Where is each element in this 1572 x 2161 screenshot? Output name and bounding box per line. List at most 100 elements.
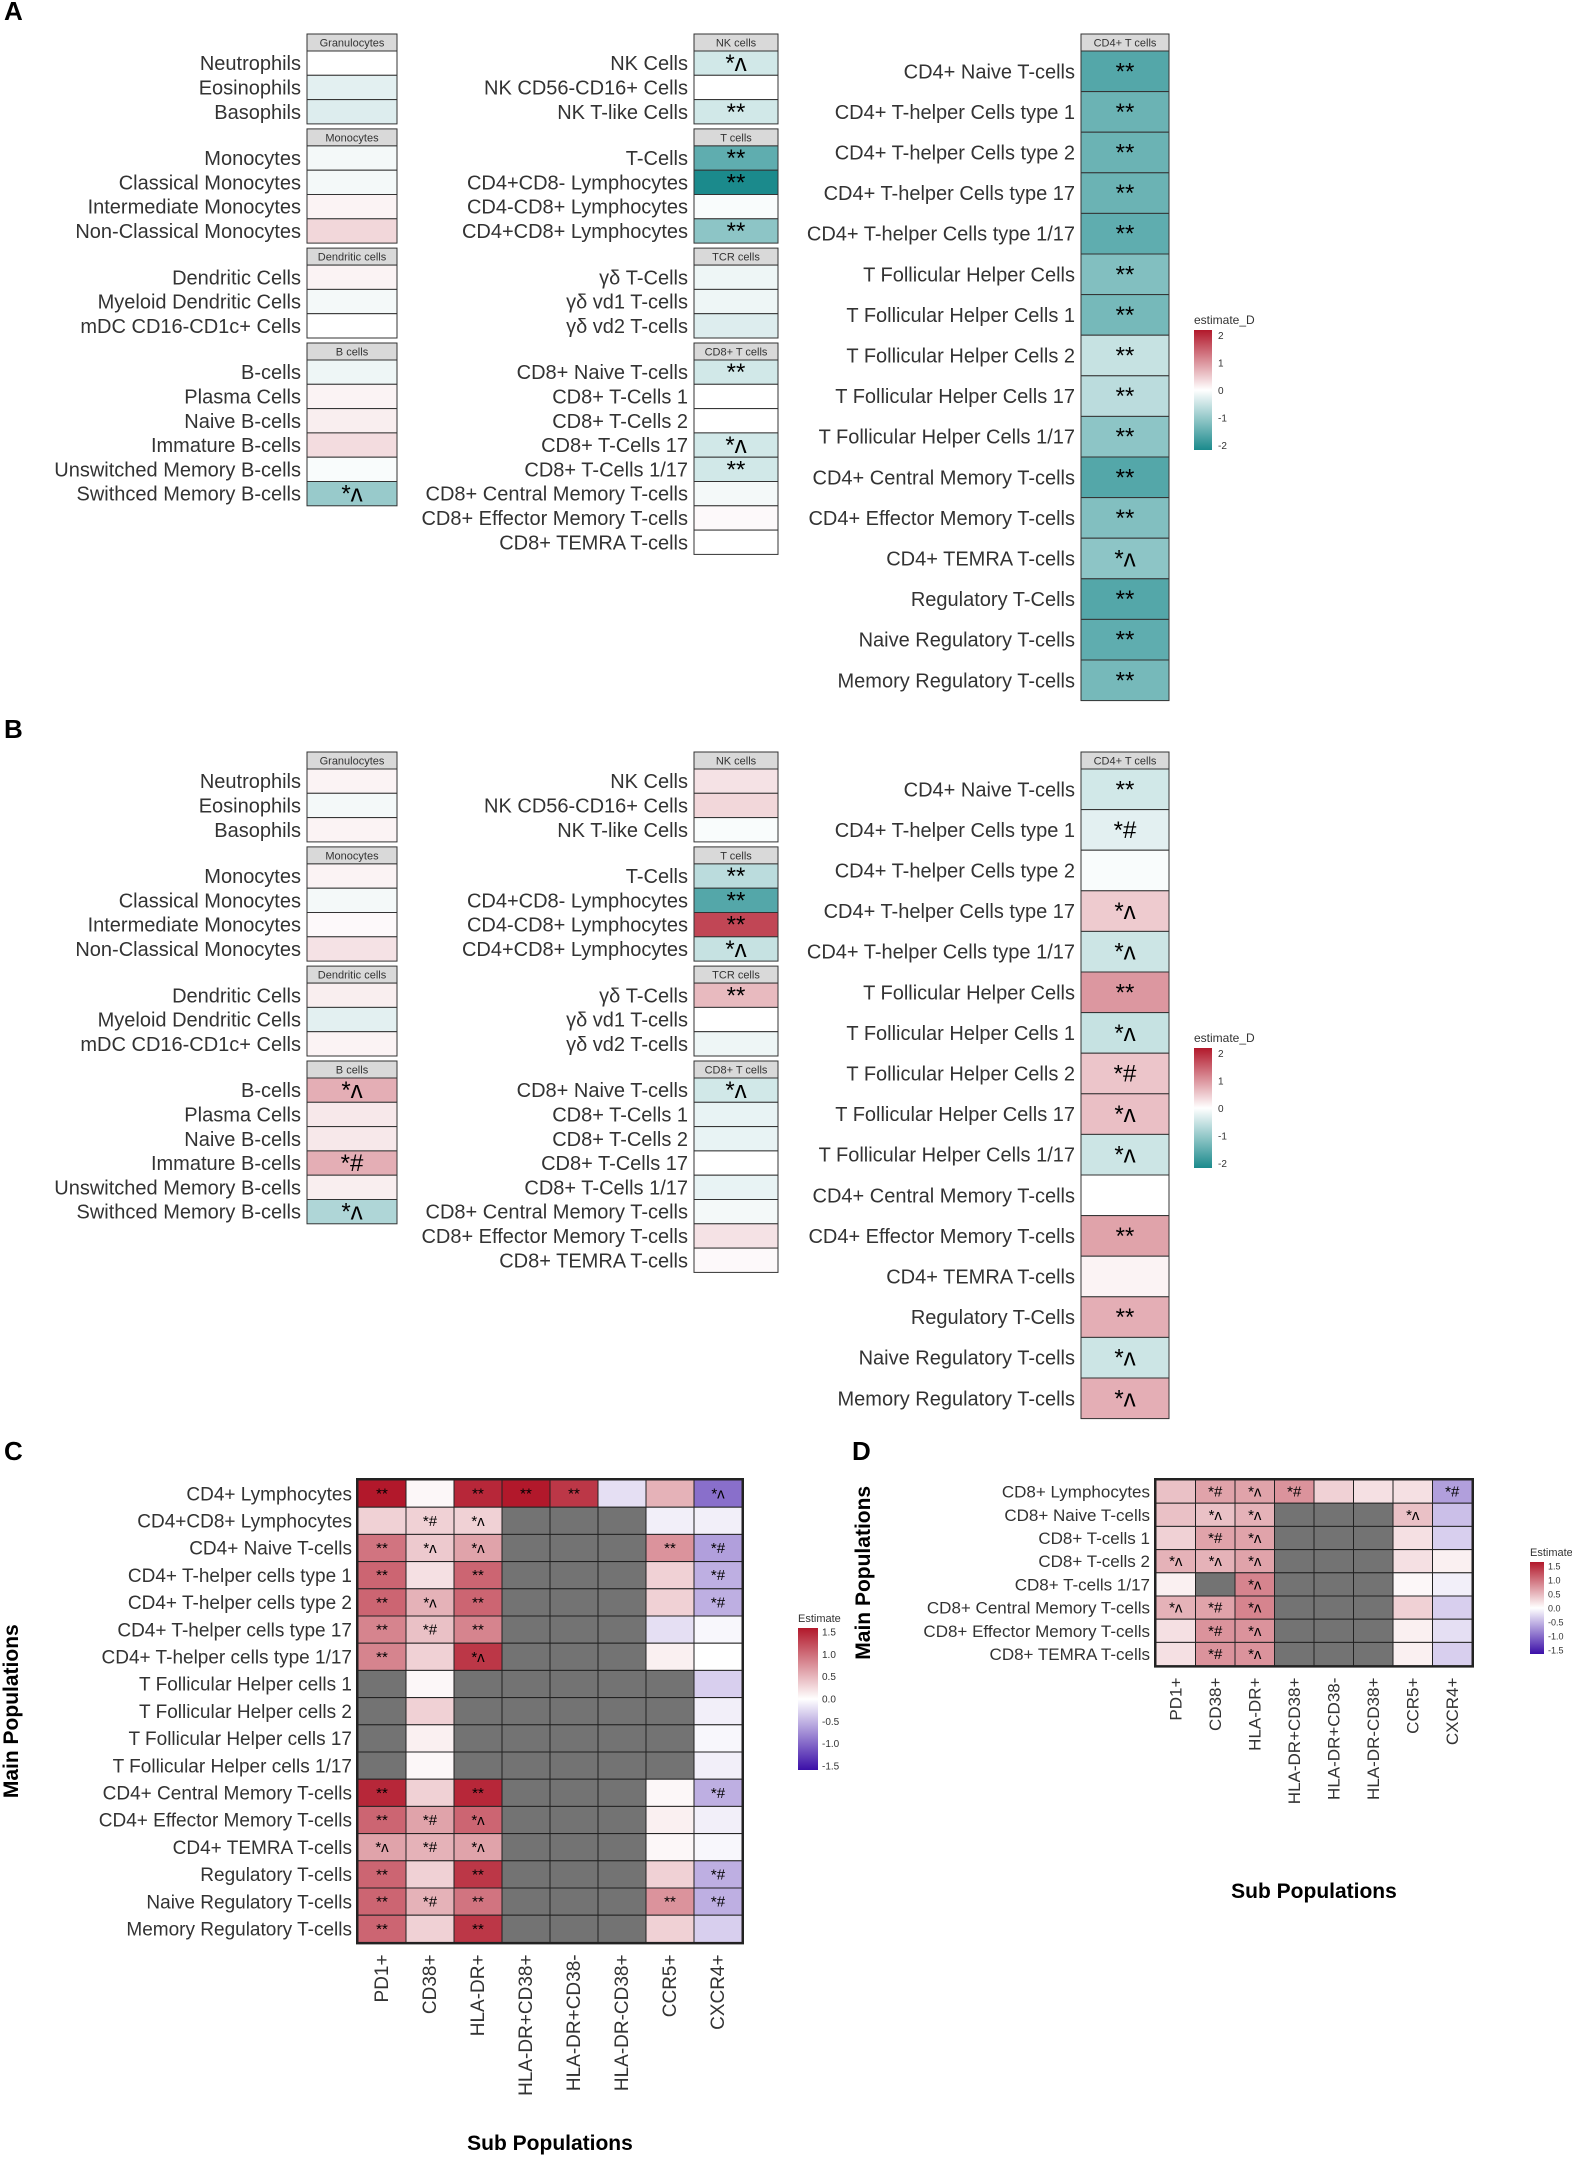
significance-mark: *ʌ [1248, 1530, 1262, 1547]
legend-colorbar [1194, 1048, 1212, 1168]
heat-cell [693, 264, 779, 290]
significance-mark: ** [727, 912, 746, 939]
heat-cell [1080, 1133, 1170, 1176]
legend-tick: -0.5 [822, 1717, 840, 1728]
heat-cell [306, 768, 398, 794]
legend: Estimate 1.5 1.0 0.5 0.0 -0.5 -1.0 -1.5 [798, 1613, 841, 1773]
heat-cell [405, 1669, 455, 1699]
significance-mark: ** [664, 1540, 676, 1557]
heat-cell [549, 1805, 599, 1835]
significance-mark: *ʌ [1169, 1600, 1183, 1617]
heat-cell [1080, 497, 1170, 539]
row-label: Neutrophils [200, 771, 301, 793]
row-label: Immature B-cells [151, 435, 301, 457]
heat-cell [1080, 768, 1170, 811]
significance-mark: ** [1116, 424, 1135, 451]
legend-tick: 0.5 [822, 1672, 836, 1683]
heat-cell [1080, 890, 1170, 932]
significance-mark: ** [568, 1486, 580, 1503]
heat-cell [1274, 1641, 1315, 1667]
row-label: Naive Regulatory T-cells [859, 630, 1075, 652]
heat-cell [306, 1101, 398, 1128]
heat-cell [501, 1833, 551, 1862]
significance-mark: *ʌ [725, 936, 746, 963]
column-label: HLA-DR+CD38- [564, 1954, 585, 2091]
panel-c: C CD4+ Lymphocytes ** ** ** ** *ʌ CD4+CD8+ Lymp… [0, 1436, 841, 2155]
significance-mark: ** [472, 1594, 484, 1611]
heat-cell [306, 408, 398, 434]
heat-cell [453, 1561, 503, 1590]
significance-mark: ** [1116, 979, 1135, 1006]
heat-cell [597, 1778, 647, 1807]
heat-cell [1080, 415, 1170, 458]
heat-cell [453, 1724, 503, 1753]
row-label: CD8+ Effector Memory T-cells [421, 1226, 688, 1248]
row-label: Non-Classical Monocytes [75, 939, 301, 961]
heat-cell [1080, 375, 1170, 417]
heat-cell [549, 1669, 599, 1699]
heat-cell [306, 1006, 398, 1033]
significance-mark: *# [1114, 1061, 1137, 1088]
row-label: NK CD56-CD16+ Cells [484, 77, 688, 99]
significance-mark: *# [711, 1567, 726, 1584]
significance-mark: ** [1116, 261, 1135, 288]
heat-cell [693, 529, 779, 555]
heat-cell [1392, 1595, 1433, 1620]
heat-cell [693, 313, 779, 339]
heat-cell [357, 1669, 407, 1699]
heat-cell [693, 1199, 779, 1225]
row-label: Monocytes [204, 866, 301, 888]
heat-cell [306, 792, 398, 819]
heat-cell [693, 288, 779, 315]
heat-cell [1080, 131, 1170, 174]
heat-cell [1274, 1549, 1315, 1574]
heat-cell [306, 383, 398, 410]
heat-cell [693, 1914, 743, 1943]
legend-tick: 1.5 [1548, 1562, 1561, 1572]
row-label: Eosinophils [199, 795, 301, 817]
row-label: CD8+ Central Memory T-cells [927, 1599, 1150, 1618]
legend-title: estimate_D [1194, 1031, 1255, 1045]
heat-cell [357, 1778, 407, 1807]
column-label: HLA-DR+CD38+ [1285, 1678, 1304, 1805]
heat-cell [306, 1150, 398, 1176]
heat-cell [405, 1479, 455, 1508]
column-label: CD38+ [1206, 1678, 1225, 1731]
row-label: Myeloid Dendritic Cells [98, 1010, 301, 1032]
significance-mark: *ʌ [1114, 1101, 1135, 1128]
panel-label: A [4, 0, 23, 26]
facet-t-cells: T cells T-Cells ** CD4+CD8- Lymphocytes ** CD… [462, 128, 779, 245]
heat-cell [1313, 1549, 1354, 1574]
row-label: mDC CD16-CD1c+ Cells [80, 1034, 301, 1056]
significance-mark: ** [376, 1894, 388, 1911]
significance-mark: ** [1116, 140, 1135, 167]
heat-cell [645, 1778, 695, 1807]
heat-cell [1080, 1296, 1170, 1338]
heat-cell [645, 1615, 695, 1644]
heat-cell [1353, 1525, 1394, 1551]
significance-mark: *# [1114, 817, 1137, 844]
heat-cell [306, 863, 398, 889]
row-label: CD8+ T-Cells 1 [552, 1104, 688, 1126]
significance-mark: ** [376, 1594, 388, 1611]
heat-cell [693, 1506, 743, 1535]
row-label: Intermediate Monocytes [88, 915, 301, 937]
heat-cell [549, 1561, 599, 1590]
heat-cell [645, 1506, 695, 1535]
heat-cell [645, 1914, 695, 1943]
row-label: CD4+ TEMRA T-cells [173, 1838, 352, 1859]
significance-mark: *# [423, 1513, 438, 1530]
heat-cell [693, 1805, 743, 1835]
row-label: CD4+CD8+ Lymphocytes [137, 1511, 352, 1532]
row-label: CD4+ T-helper cells type 17 [117, 1620, 352, 1641]
facet-t-cells: T cells T-Cells ** CD4+CD8- Lymphocytes ** CD… [462, 846, 779, 963]
row-label: CD4+ Effector Memory T-cells [99, 1811, 352, 1832]
row-label: CD4+ Effector Memory T-cells [808, 508, 1075, 530]
row-label: CD8+ Naive T-cells [517, 1080, 688, 1102]
column-label: PD1+ [1167, 1678, 1186, 1721]
heat-cell [645, 1642, 695, 1671]
heat-cell [405, 1751, 455, 1780]
row-label: B-cells [241, 1080, 301, 1102]
heat-cell [693, 145, 779, 171]
